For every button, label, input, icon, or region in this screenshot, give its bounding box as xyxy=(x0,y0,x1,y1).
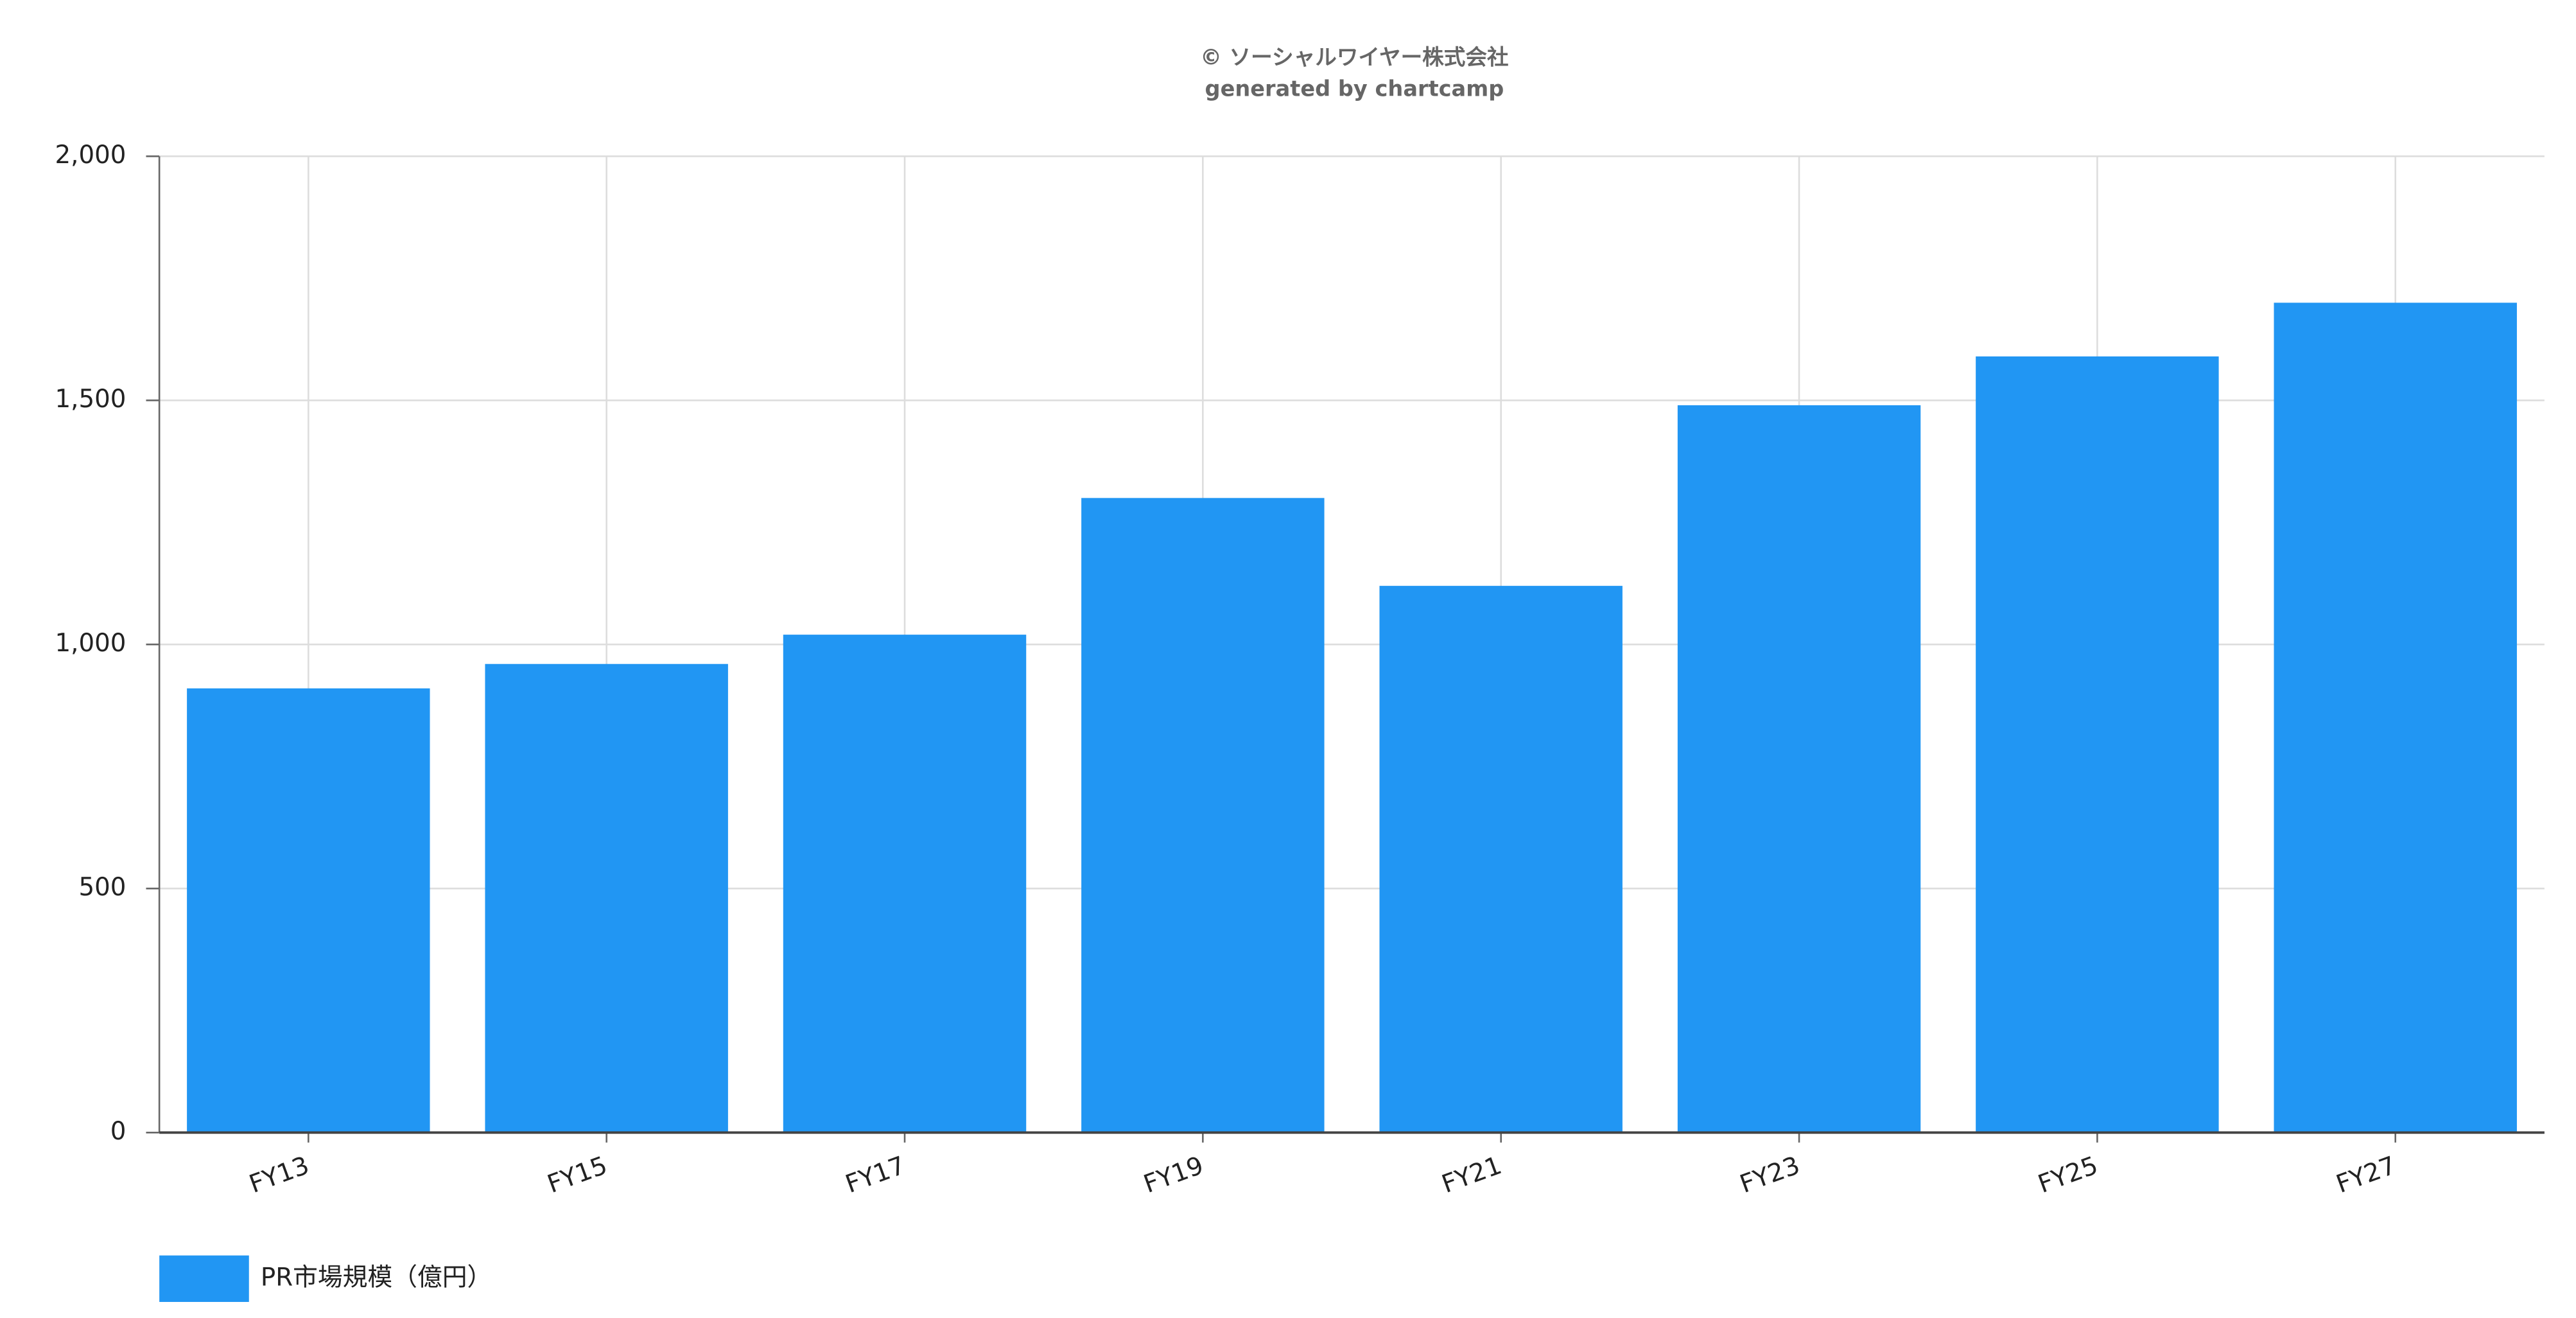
bar xyxy=(485,663,728,1133)
y-tick-label: 500 xyxy=(78,873,126,902)
y-tick-label: 1,500 xyxy=(55,385,126,414)
legend-swatch xyxy=(159,1255,249,1302)
bar xyxy=(1081,498,1325,1133)
y-tick-label: 1,000 xyxy=(55,629,126,658)
y-tick-label: 2,000 xyxy=(55,141,126,170)
bar xyxy=(1677,405,1921,1133)
chart-subtitle: generated by chartcamp xyxy=(1205,76,1504,101)
bar xyxy=(187,688,430,1133)
bar xyxy=(2274,303,2517,1133)
y-tick-label: 0 xyxy=(110,1117,126,1146)
bar xyxy=(1976,356,2219,1133)
legend-label: PR市場規模（億円） xyxy=(261,1263,492,1292)
bar xyxy=(1379,586,1623,1133)
chart-title: © ソーシャルワイヤー株式会社 xyxy=(1200,44,1508,69)
bar xyxy=(783,635,1027,1133)
